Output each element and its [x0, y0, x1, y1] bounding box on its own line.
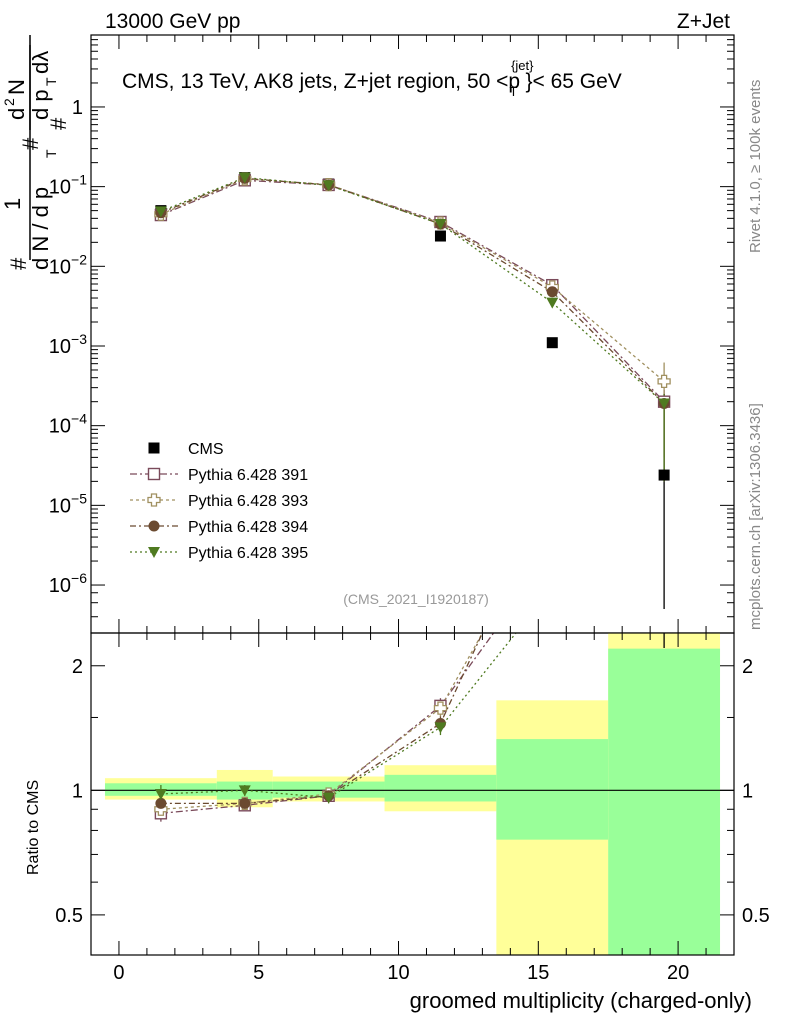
header-right-label: Z+Jet — [677, 10, 730, 33]
main-title: CMS, 13 TeV, AK8 jets, Z+jet region, 50 … — [122, 58, 622, 99]
x-tick-label: 0 — [113, 962, 124, 984]
title-sub-t: T — [510, 84, 518, 99]
ratio-point-p393 — [433, 701, 448, 715]
ratio-ytick-label-right: 0.5 — [742, 905, 770, 927]
legend-marker-p395 — [148, 547, 160, 558]
rivet-label: Rivet 4.1.0, ≥ 100k events — [747, 80, 764, 253]
main-ytick-label: 1 — [72, 97, 83, 119]
title-part-2: }< 65 GeV — [525, 70, 621, 93]
title-sup-jet: {jet} — [511, 58, 534, 73]
main-ylabel: # 1 d N / d p T # d 2 N d p T dλ # — [0, 35, 71, 270]
main-ticks: 1 10−1 10−2 10−3 10−4 10−5 10−6 — [49, 34, 734, 633]
ratio-ylabel: Ratio to CMS — [25, 780, 42, 875]
ratio-point-p395 — [154, 788, 167, 800]
x-axis-label: groomed multiplicity (charged-only) — [410, 988, 752, 1013]
watermark: (CMS_2021_I1920187) — [343, 591, 489, 607]
point-p395 — [154, 206, 167, 218]
ratio-ticks: 0.5 0.51 12 20 5 10 15 20 — [55, 633, 770, 984]
main-series-group — [154, 172, 671, 610]
ratio-ytick-label-right: 2 — [742, 656, 753, 678]
main-ytick-label: 10−6 — [49, 570, 87, 597]
ylabel-hash-3: # — [18, 137, 43, 150]
ratio-point-p394 — [239, 797, 251, 809]
legend-marker-p391 — [147, 467, 161, 481]
point-p395 — [658, 398, 671, 410]
legend-label-p391: Pythia 6.428 391 — [188, 467, 308, 484]
ratio-band-green — [496, 739, 609, 840]
ylabel-d: d — [4, 108, 29, 120]
ylabel-hash-1: # — [6, 257, 31, 270]
ratio-point-p395 — [238, 785, 251, 797]
ratio-ytick-label-left: 1 — [72, 780, 83, 802]
point-p394 — [546, 286, 558, 298]
x-tick-label: 10 — [387, 962, 409, 984]
ylabel-one: 1 — [0, 198, 25, 210]
ratio-band-green — [608, 648, 721, 955]
x-tick-label: 5 — [253, 962, 264, 984]
ylabel-dpt-2: d p — [28, 89, 53, 120]
legend-label-p393: Pythia 6.428 393 — [188, 493, 308, 510]
ratio-line-p395 — [160, 632, 517, 799]
point-cms — [658, 469, 670, 481]
point-p393 — [657, 374, 671, 388]
ratio-band-green — [384, 774, 497, 802]
point-p395 — [238, 172, 251, 184]
main-panel: 1 10−1 10−2 10−3 10−4 10−5 10−6 CMS, 13 TeV, A… — [49, 34, 735, 634]
legend: CMS Pythia 6.428 391 Pythia 6.428 393 Pythi… — [130, 441, 308, 562]
ylabel-sub-t-1: T — [43, 149, 59, 158]
main-ytick-label: 10−3 — [49, 331, 87, 358]
point-cms — [546, 337, 558, 349]
ratio-ytick-label-left: 0.5 — [55, 905, 83, 927]
point-cms — [434, 230, 446, 242]
ylabel-hash-2: # — [46, 117, 71, 130]
ratio-series-group — [154, 632, 665, 822]
main-frame — [90, 34, 735, 634]
main-ytick-label: 10−4 — [49, 411, 87, 438]
x-tick-label: 20 — [667, 962, 689, 984]
series-line-p394 — [160, 177, 665, 404]
point-p395 — [322, 180, 335, 192]
legend-label-cms: CMS — [188, 441, 224, 458]
ylabel-n: N — [4, 79, 29, 95]
ylabel-sub-t-2: T — [43, 77, 59, 86]
ylabel-dn-dpt: d N / d p — [28, 187, 53, 270]
ratio-panel: 0.5 0.51 12 20 5 10 15 20 — [55, 632, 770, 984]
legend-label-p395: Pythia 6.428 395 — [188, 545, 308, 562]
series-line-p391 — [160, 179, 665, 403]
legend-marker-cms — [148, 442, 160, 454]
legend-marker-p394 — [148, 520, 160, 532]
ratio-ytick-label-left: 2 — [72, 656, 83, 678]
legend-marker-p393 — [147, 493, 161, 507]
series-line-p395 — [160, 176, 665, 404]
legend-label-p394: Pythia 6.428 394 — [188, 519, 308, 536]
ratio-bands — [104, 633, 721, 955]
ylabel-dlambda: dλ — [28, 51, 53, 74]
main-ytick-label: 10−2 — [49, 251, 87, 278]
ratio-point-p395 — [434, 722, 447, 734]
ratio-frame — [90, 632, 735, 956]
point-p395 — [434, 218, 447, 230]
x-tick-label: 15 — [527, 962, 549, 984]
ylabel-sup-2: 2 — [1, 98, 17, 106]
ratio-ytick-label-right: 1 — [742, 780, 753, 802]
header-left-label: 13000 GeV pp — [105, 10, 240, 33]
point-p395 — [546, 297, 559, 309]
mcplots-label: mcplots.cern.ch [arXiv:1306.3436] — [747, 403, 764, 630]
main-ytick-label: 10−5 — [49, 490, 87, 517]
main-ytick-label: 10−1 — [49, 172, 87, 199]
title-part-1: CMS, 13 TeV, AK8 jets, Z+jet region, 50 … — [122, 70, 520, 93]
ratio-point-p395 — [322, 792, 335, 804]
ratio-point-p394 — [155, 797, 167, 809]
series-line-p393 — [160, 178, 665, 382]
